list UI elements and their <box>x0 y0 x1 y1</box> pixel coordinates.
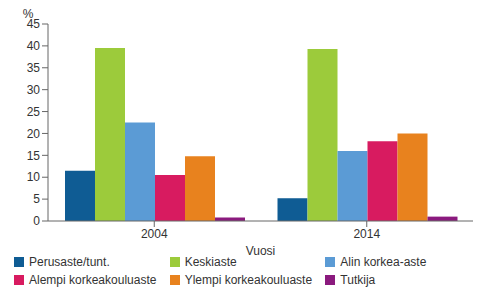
svg-text:10: 10 <box>27 170 41 184</box>
svg-text:2004: 2004 <box>141 227 168 241</box>
svg-text:30: 30 <box>27 83 41 97</box>
svg-text:15: 15 <box>27 149 41 163</box>
svg-text:5: 5 <box>33 192 40 206</box>
svg-text:0: 0 <box>33 214 40 228</box>
svg-text:45: 45 <box>26 17 40 32</box>
svg-text:Vuosi: Vuosi <box>246 244 276 258</box>
svg-text:35: 35 <box>27 61 41 75</box>
html-text:Alempi korkeakouluaste: Alempi korkeakouluaste <box>29 273 157 287</box>
svg-text:40: 40 <box>27 39 41 53</box>
svg-text:2014: 2014 <box>353 227 380 241</box>
html-text:Keskiaste: Keskiaste <box>184 255 237 269</box>
svg-text:20: 20 <box>27 127 41 141</box>
svg-text:%: % <box>23 8 34 21</box>
html-text:Ylempi korkeakouluaste: Ylempi korkeakouluaste <box>184 273 313 287</box>
html-text:Alin korkea-aste: Alin korkea-aste <box>340 255 427 269</box>
html-text:Tutkija: Tutkija <box>340 273 376 287</box>
html-text:Perusaste/tunt.: Perusaste/tunt. <box>29 255 110 269</box>
svg-text:25: 25 <box>27 105 41 119</box>
